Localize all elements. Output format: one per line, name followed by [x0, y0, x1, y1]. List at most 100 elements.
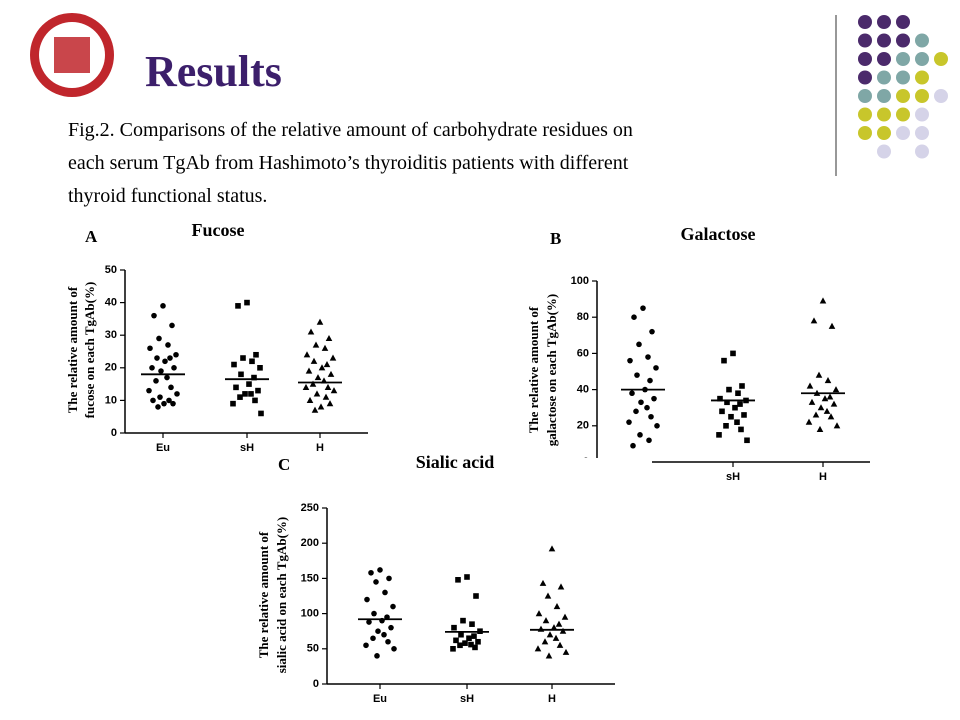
data-point [313, 390, 321, 397]
data-point [153, 378, 159, 384]
deco-dot [896, 52, 910, 66]
data-point [541, 638, 549, 645]
data-point [737, 401, 743, 407]
deco-dot [877, 33, 891, 48]
data-point [158, 368, 164, 374]
deco-dot [858, 107, 872, 122]
data-point [386, 575, 392, 582]
data-point [808, 398, 816, 405]
data-point [626, 419, 632, 425]
data-point [815, 371, 823, 378]
deco-dot [877, 144, 891, 159]
data-point [162, 358, 168, 365]
data-point [311, 406, 319, 413]
deco-dot [896, 15, 910, 29]
data-point [249, 358, 255, 365]
y-tick-label: 10 [105, 394, 117, 406]
data-point [157, 394, 163, 400]
data-point [312, 341, 320, 348]
data-point [462, 640, 468, 646]
data-point [460, 617, 466, 624]
data-point [146, 387, 152, 394]
data-point [647, 377, 653, 384]
data-point [638, 399, 644, 406]
data-point [391, 646, 397, 652]
data-point [324, 383, 332, 390]
data-point [821, 395, 829, 402]
x-tick-label: sH [726, 471, 740, 483]
data-point [457, 642, 463, 649]
data-point [373, 579, 379, 585]
data-point [327, 370, 335, 377]
data-point [305, 367, 313, 374]
data-point [374, 653, 380, 659]
data-point [156, 335, 162, 342]
data-point [810, 317, 818, 324]
data-point [468, 641, 474, 648]
data-point [314, 374, 322, 381]
data-point [550, 624, 558, 631]
data-point [248, 391, 254, 397]
deco-dot [877, 126, 891, 140]
data-point [553, 603, 561, 610]
data-point [469, 621, 475, 627]
data-point [455, 577, 461, 583]
data-point [169, 322, 175, 329]
data-point [828, 322, 836, 329]
data-point [230, 400, 236, 407]
data-point [637, 432, 643, 438]
data-point [366, 619, 372, 625]
y-axis-label: The relative amount of [256, 531, 271, 658]
y-tick-label: 40 [105, 297, 117, 309]
data-point [723, 423, 729, 429]
data-point [302, 383, 310, 390]
data-point [167, 355, 173, 361]
panel-letter: A [85, 227, 98, 246]
data-point [649, 328, 655, 335]
data-point [147, 345, 153, 352]
data-point [561, 613, 569, 620]
data-point [555, 620, 563, 627]
data-point [816, 425, 824, 433]
data-point [645, 354, 651, 360]
data-point [165, 342, 171, 348]
deco-dot [915, 52, 929, 66]
data-point [539, 579, 547, 586]
deco-dot [877, 52, 891, 66]
data-point [634, 372, 640, 378]
data-point [368, 569, 374, 576]
data-point [171, 365, 177, 371]
panel-bg [510, 212, 882, 494]
data-point [648, 413, 654, 420]
y-tick-label: 0 [111, 427, 117, 439]
logo [30, 13, 114, 97]
data-point [251, 374, 257, 381]
data-point [451, 624, 457, 631]
data-point [174, 391, 180, 397]
data-point [630, 442, 636, 449]
data-point [330, 387, 338, 394]
deco-dot [915, 144, 929, 159]
deco-dot [896, 70, 910, 85]
y-tick-label: 50 [307, 643, 319, 655]
x-tick-label: H [548, 693, 556, 705]
data-point [721, 357, 727, 364]
deco-dot [915, 33, 929, 48]
deco-dot [896, 89, 910, 103]
deco-dot [877, 15, 891, 29]
y-tick-label: 40 [577, 384, 589, 396]
data-point [364, 596, 370, 603]
data-point [309, 380, 317, 387]
y-tick-label: 200 [301, 537, 319, 549]
data-point [473, 593, 479, 599]
data-point [824, 377, 832, 384]
slide-title: Results [145, 47, 282, 96]
data-point [244, 299, 250, 306]
data-point [375, 628, 381, 634]
data-point [151, 312, 157, 319]
y-axis-label: sialic acid on each TgAb(%) [274, 517, 289, 674]
data-point [160, 303, 166, 309]
data-point [557, 583, 565, 590]
data-point [150, 397, 156, 404]
data-point [164, 374, 170, 381]
